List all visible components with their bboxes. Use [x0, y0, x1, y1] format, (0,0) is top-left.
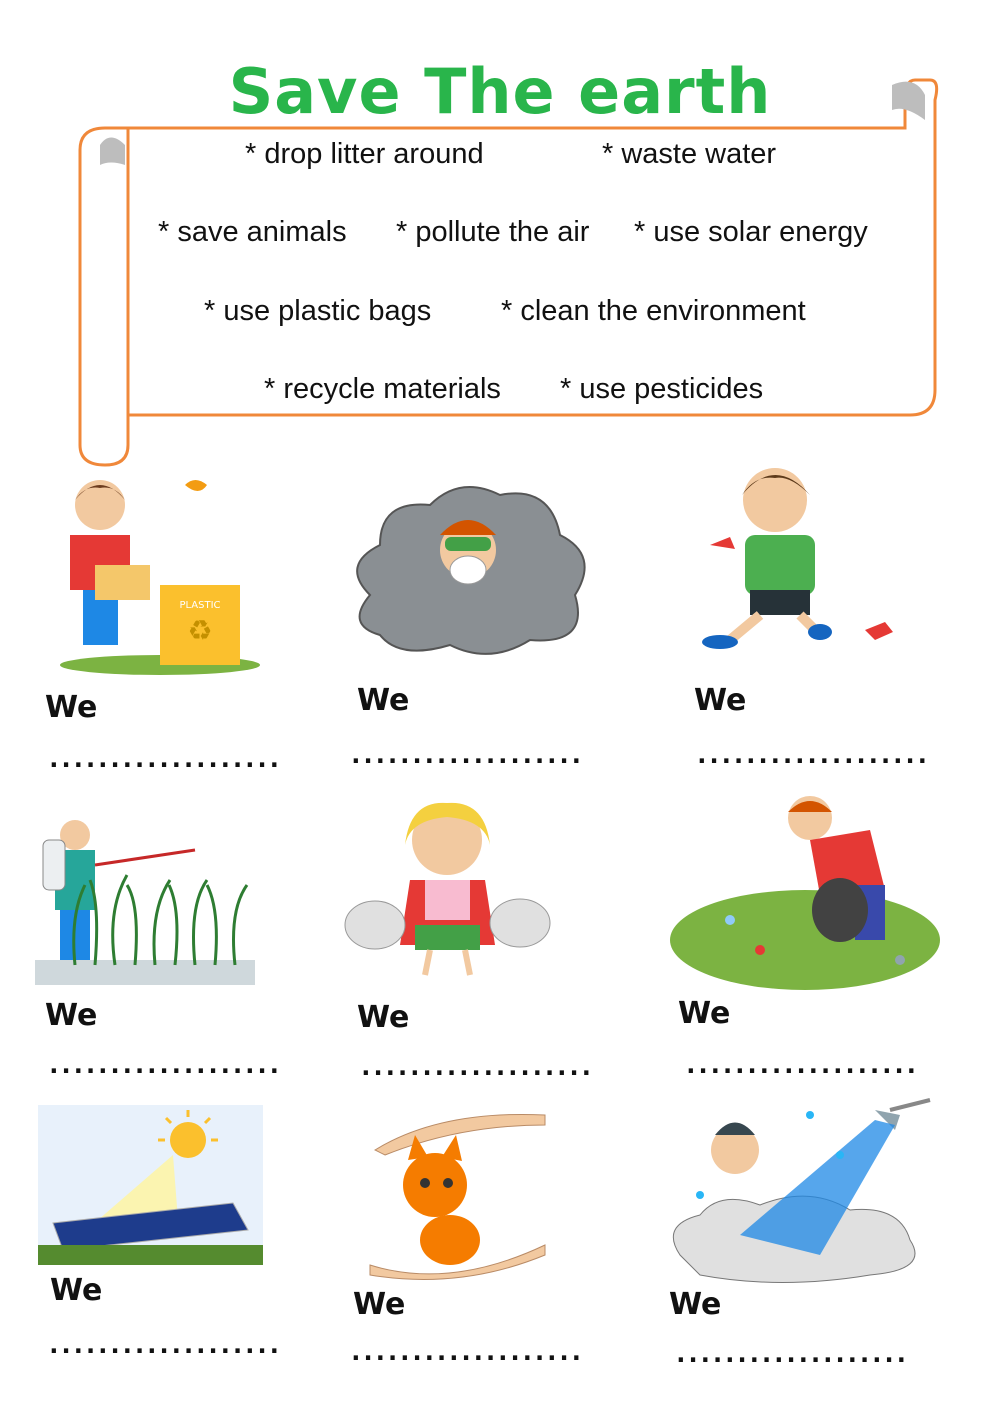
- answer-blank[interactable]: ...................: [46, 744, 282, 774]
- word-bank-item: * drop litter around: [245, 138, 484, 170]
- answer-blank[interactable]: ...................: [46, 1050, 282, 1080]
- we-label: We: [50, 1273, 103, 1308]
- solar-panel-picture: [38, 1105, 263, 1265]
- word-bank-item: * clean the environment: [501, 295, 806, 327]
- we-label: We: [353, 1287, 406, 1322]
- page-title: Save The earth: [228, 55, 772, 128]
- word-bank-item: * pollute the air: [396, 216, 590, 248]
- answer-blank[interactable]: ...................: [348, 740, 584, 770]
- word-bank-item: * use plastic bags: [204, 295, 432, 327]
- answer-blank[interactable]: ...................: [683, 1050, 919, 1080]
- word-bank-item: * recycle materials: [264, 373, 501, 405]
- scroll-banner: [78, 78, 939, 467]
- pesticide-farmer-picture: [35, 820, 255, 985]
- word-bank-item: * use pesticides: [560, 373, 764, 405]
- answer-blank[interactable]: ...................: [358, 1052, 594, 1082]
- we-label: We: [357, 683, 410, 718]
- recycling-boy-picture: PLASTIC ♻: [60, 480, 260, 675]
- word-bank-item: * save animals: [158, 216, 347, 248]
- scroll-curl-right: [892, 81, 925, 120]
- we-label: We: [678, 996, 731, 1031]
- we-label: We: [669, 1287, 722, 1322]
- scroll-curl-left: [100, 137, 125, 165]
- we-label: We: [357, 1000, 410, 1035]
- cleaning-boy-picture: [670, 796, 940, 990]
- smog-mask-picture: [356, 486, 586, 655]
- word-bank-item: * waste water: [602, 138, 777, 170]
- we-label: We: [694, 683, 747, 718]
- svg-text:PLASTIC: PLASTIC: [179, 600, 220, 611]
- we-label: We: [45, 690, 98, 725]
- svg-text:♻: ♻: [187, 614, 212, 647]
- plastic-bags-girl-picture: [344, 802, 551, 976]
- littering-boy-picture: [702, 468, 893, 649]
- wasting-water-picture: [672, 1098, 931, 1283]
- protected-kitten-picture: [369, 1113, 546, 1280]
- we-label: We: [45, 998, 98, 1033]
- answer-blank[interactable]: ...................: [673, 1339, 909, 1369]
- word-bank-item: * use solar energy: [634, 216, 868, 248]
- answer-blank[interactable]: ...................: [348, 1337, 584, 1367]
- answer-blank[interactable]: ...................: [694, 740, 930, 770]
- answer-blank[interactable]: ...................: [46, 1330, 282, 1360]
